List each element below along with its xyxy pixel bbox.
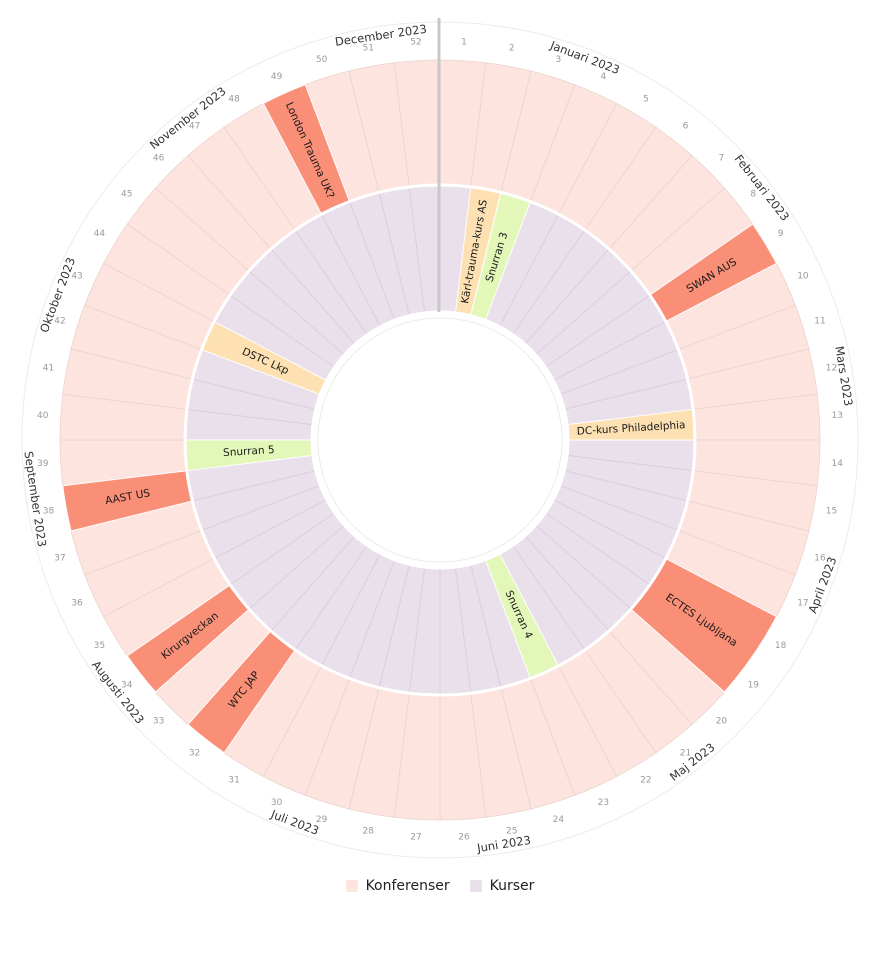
outer-frame [21,18,859,859]
week-number-label: 2 [509,44,515,54]
week-number-label: 5 [643,94,649,104]
week-number-label: 35 [94,641,105,651]
week-number-label: 17 [797,598,808,608]
week-number-label: 38 [43,507,55,517]
week-number-label: 28 [363,826,375,836]
week-number-label: 48 [228,94,240,104]
legend-item-kurser[interactable]: Kurser [469,878,535,894]
month-label: Mars 2023 [832,345,855,407]
month-label: Juni 2023 [475,833,532,855]
legend: Konferenser Kurser [0,878,880,894]
week-number-label: 46 [153,154,165,164]
month-label: Juli 2023 [268,807,321,838]
week-number-label: 44 [94,229,106,239]
week-number-label: 22 [640,776,651,786]
week-number-label: 31 [228,776,239,786]
month-label: April 2023 [805,555,839,615]
week-number-label: 14 [832,459,844,469]
week-number-label: 6 [683,122,689,132]
center-hole-outline [317,317,563,563]
week-number-label: 41 [43,363,54,373]
week-number-label: 36 [71,598,83,608]
week-number-label: 45 [121,190,132,200]
week-number-label: 1 [461,38,467,48]
week-number-label: 29 [316,815,328,825]
week-number-label: 26 [458,832,470,842]
week-number-label: 13 [832,411,843,421]
week-number-label: 4 [600,72,606,82]
week-number-label: 43 [71,272,82,282]
week-number-label: 27 [410,832,421,842]
week-number-label: 49 [271,72,283,82]
week-number-label: 39 [37,459,49,469]
legend-swatch-konferenser [345,880,358,892]
week-number-label: 11 [814,317,825,327]
week-number-label: 32 [189,748,200,758]
course-event-label: Snurran 5 [223,444,275,459]
week-number-label: 23 [598,798,609,808]
week-number-label: 50 [316,55,328,65]
week-number-label: 19 [748,680,760,690]
week-number-label: 33 [153,716,164,726]
legend-swatch-kurser [469,880,482,892]
week-number-label: 30 [271,798,283,808]
week-number-label: 42 [54,317,65,327]
week-number-label: 40 [37,411,49,421]
ring-inner-edge [310,310,570,570]
week-number-label: 12 [826,363,837,373]
week-number-label: 3 [556,55,562,65]
week-number-label: 47 [189,122,200,132]
month-label: Maj 2023 [667,740,717,784]
week-number-label: 7 [719,154,725,164]
week-number-label: 21 [680,748,691,758]
week-number-label: 15 [826,507,837,517]
week-labels: 1234567891011121314151617181920212223242… [37,38,843,843]
legend-label-konferenser: Konferenser [365,878,450,894]
week-number-label: 52 [410,38,421,48]
week-number-label: 9 [778,229,784,239]
week-number-label: 25 [506,826,517,836]
week-number-label: 20 [716,716,728,726]
legend-item-konferenser[interactable]: Konferenser [345,878,450,894]
week-number-label: 8 [750,190,756,200]
week-number-label: 24 [553,815,565,825]
week-number-label: 37 [54,553,65,563]
week-number-label: 34 [121,680,133,690]
week-number-label: 10 [797,272,809,282]
legend-label-kurser: Kurser [489,878,535,894]
week-number-label: 51 [363,44,374,54]
week-number-label: 16 [814,553,826,563]
week-number-label: 18 [775,641,787,651]
